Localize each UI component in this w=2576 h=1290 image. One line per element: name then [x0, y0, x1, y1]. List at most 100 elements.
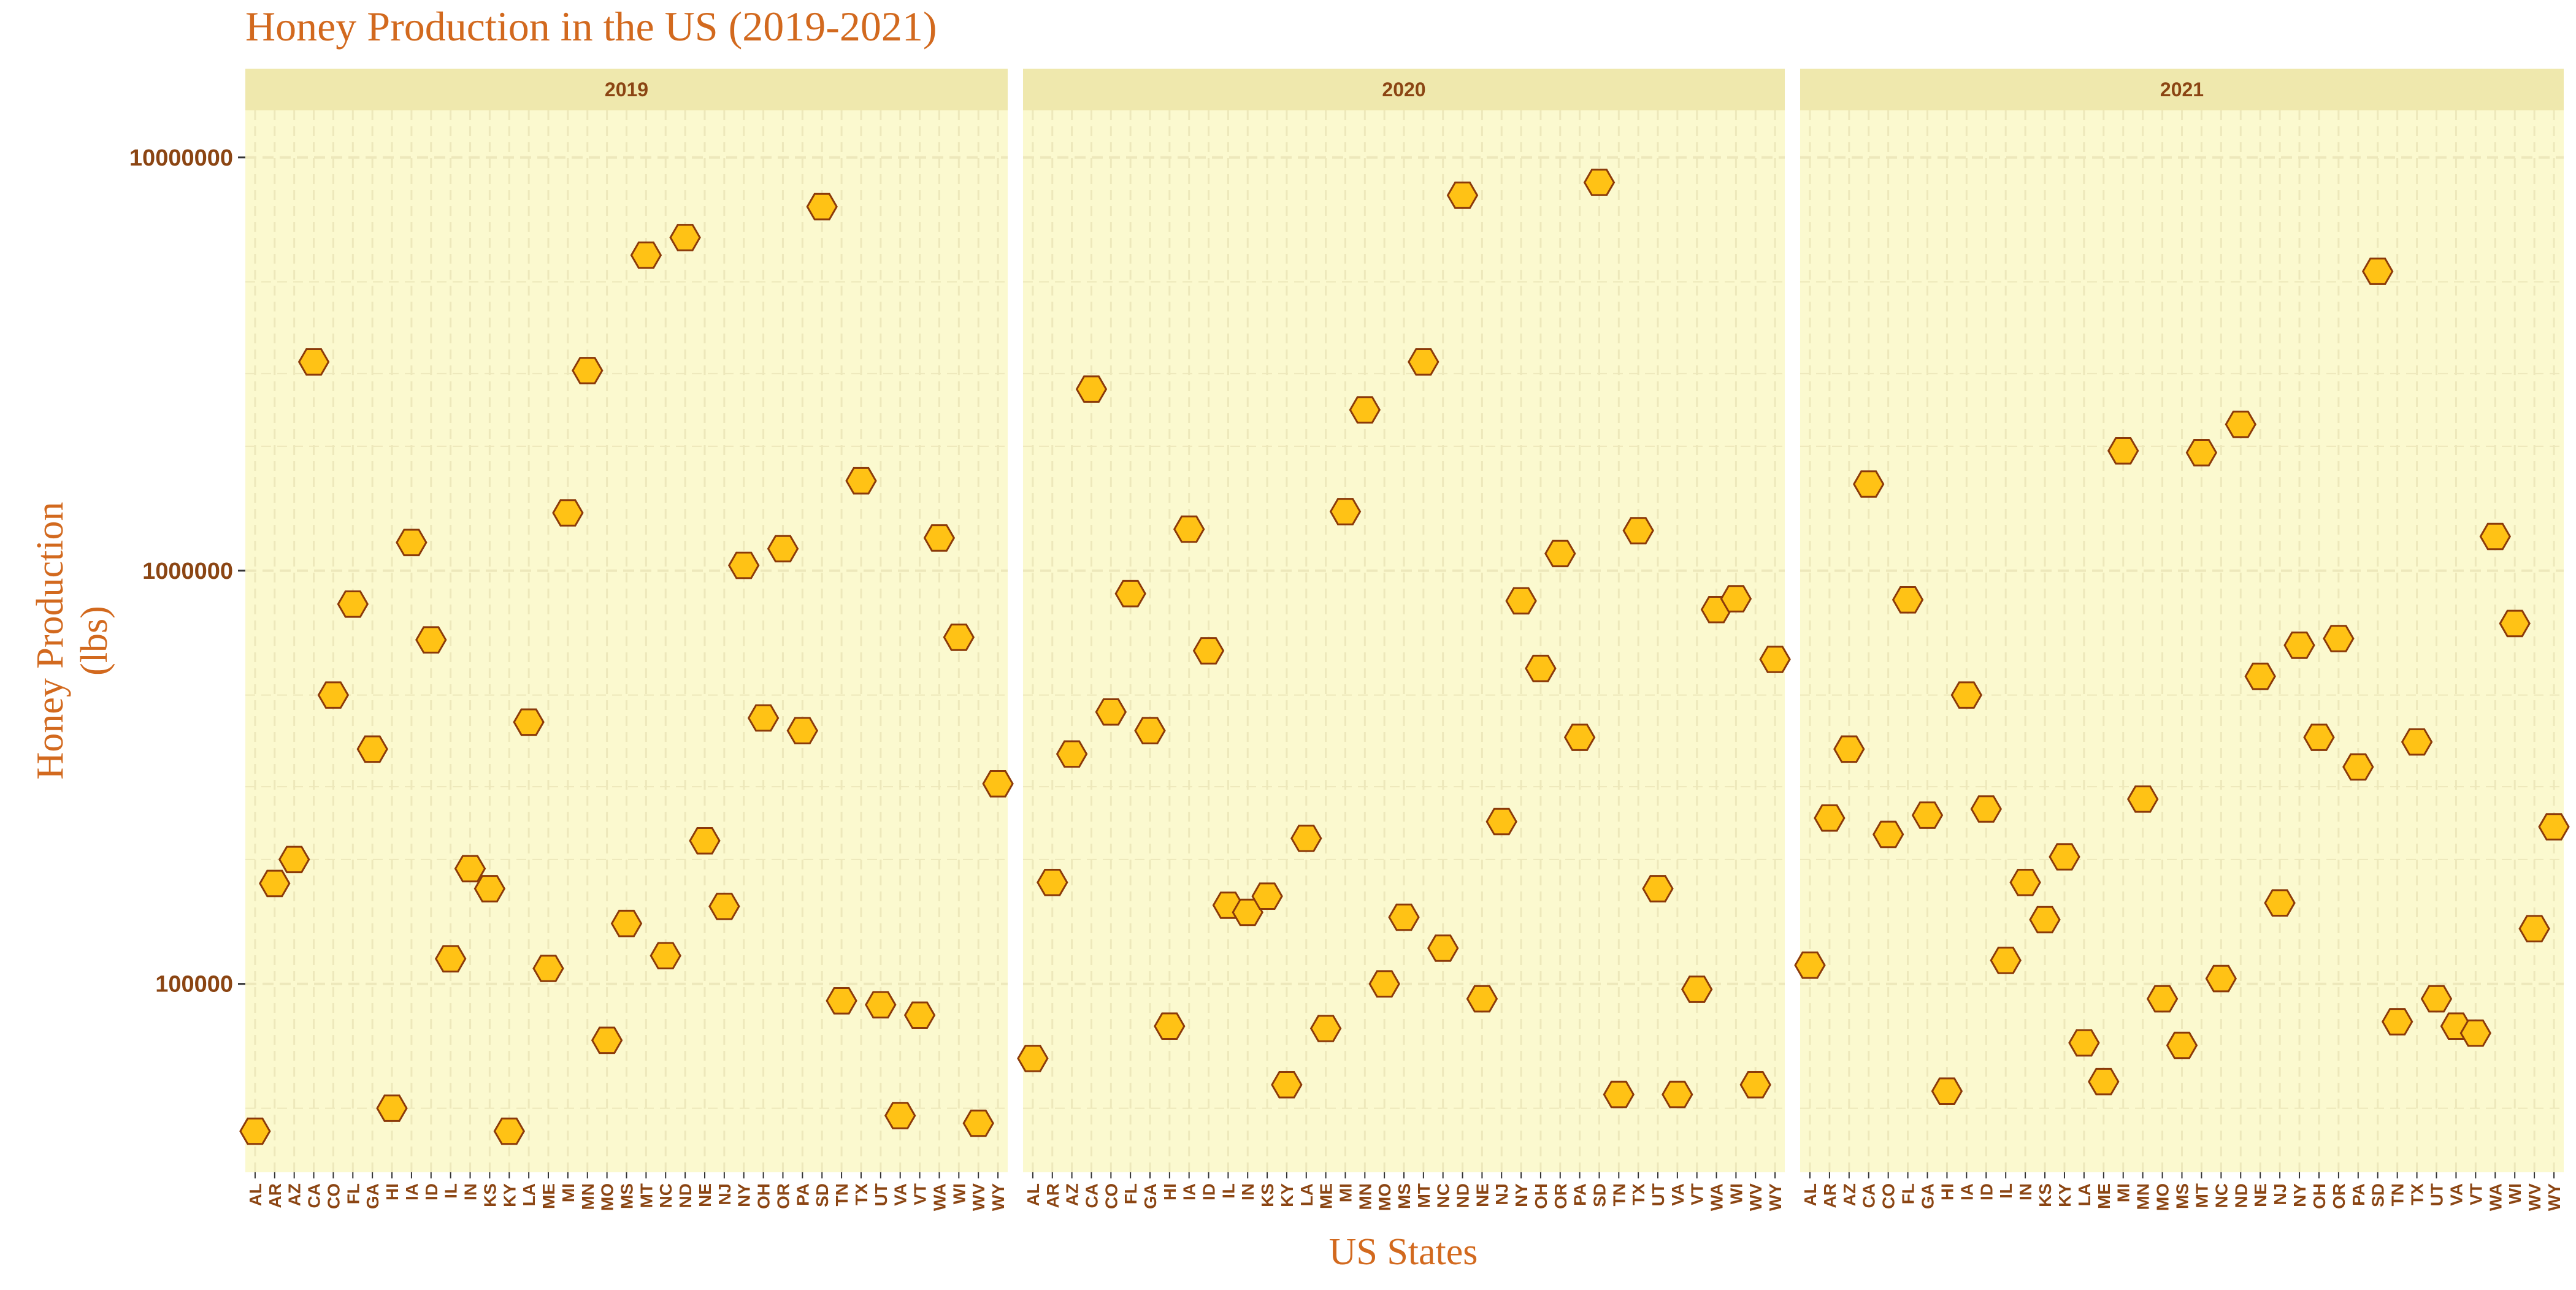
data-point-2019-IN — [454, 855, 486, 883]
x-tick-label: IN — [461, 1183, 480, 1200]
data-point-2020-NY — [1505, 587, 1537, 615]
data-point-2021-WY — [2538, 813, 2570, 841]
data-point-2019-MN — [572, 357, 604, 384]
x-tick-label: IL — [442, 1183, 461, 1199]
data-point-2020-AR — [1037, 869, 1068, 896]
data-point-2021-ND — [2225, 410, 2257, 438]
data-point-2021-TN — [2381, 1008, 2413, 1036]
data-point-2021-NE — [2244, 662, 2276, 690]
x-tick-label: IA — [1957, 1183, 1976, 1200]
data-point-2020-ID — [1192, 637, 1225, 665]
x-tick-label: ME — [1317, 1183, 1336, 1209]
data-point-2021-ME — [2088, 1067, 2120, 1096]
data-point-2019-AZ — [278, 845, 310, 874]
x-tick-label: SD — [1590, 1183, 1609, 1207]
data-point-2020-WV — [1739, 1071, 1771, 1099]
x-tick-label: SD — [2369, 1183, 2388, 1207]
data-point-2021-VT — [2459, 1019, 2492, 1047]
facet-panel-2019: 2019 AL AR AZ CA CO FL GA HI IA ID IL IN KS KY LA ME MI MN… — [239, 69, 1014, 1211]
x-tick-label: NJ — [1492, 1183, 1511, 1205]
data-point-2019-VA — [884, 1102, 916, 1129]
data-point-2021-ID — [1970, 795, 2003, 823]
x-tick-label: NC — [2212, 1183, 2231, 1208]
x-tick-label: AR — [1820, 1183, 1839, 1208]
data-point-2020-MI — [1329, 498, 1362, 525]
x-tick-label: VT — [2466, 1183, 2485, 1205]
data-point-2019-WY — [982, 770, 1014, 798]
x-tick-label: PA — [1571, 1183, 1590, 1206]
x-tick-label: UT — [1649, 1183, 1668, 1206]
x-tick-label: KY — [1278, 1183, 1297, 1207]
facet-strip — [1800, 69, 2564, 110]
data-point-2020-VA — [1662, 1080, 1693, 1109]
data-point-2019-AL — [239, 1117, 271, 1145]
x-tick-label: ID — [1200, 1183, 1219, 1200]
x-tick-label: MO — [1375, 1183, 1394, 1211]
data-point-2021-AR — [1814, 804, 1846, 832]
x-tick-label: IA — [402, 1183, 421, 1200]
data-point-2021-UT — [2420, 985, 2453, 1013]
x-tick-label: FL — [343, 1183, 362, 1204]
data-point-2020-GA — [1134, 717, 1166, 744]
x-tick-label: GA — [1919, 1183, 1938, 1209]
data-point-2019-FL — [337, 590, 369, 618]
x-tick-label: HI — [383, 1183, 402, 1200]
data-point-2019-OR — [767, 535, 799, 563]
x-tick-label: MN — [578, 1183, 597, 1210]
x-tick-label: KS — [480, 1183, 499, 1207]
data-point-2020-NJ — [1485, 807, 1517, 836]
data-point-2019-IA — [396, 529, 427, 557]
data-point-2020-MO — [1368, 970, 1400, 998]
x-tick-label: TN — [1609, 1183, 1628, 1206]
x-tick-label: CA — [305, 1183, 324, 1208]
x-tick-label: MN — [2134, 1183, 2153, 1210]
x-tick-label: ID — [422, 1183, 441, 1200]
x-tick-label: KS — [1258, 1183, 1277, 1207]
data-point-2019-TN — [826, 987, 857, 1015]
data-point-2020-WY — [1759, 646, 1791, 673]
data-point-2019-OH — [747, 704, 780, 732]
data-point-2019-ME — [532, 955, 564, 982]
x-tick-label: NY — [1512, 1183, 1531, 1207]
data-point-2020-ND — [1446, 181, 1479, 209]
data-point-2019-MI — [552, 499, 584, 527]
data-point-2021-IN — [2009, 869, 2041, 896]
x-tick-label: AL — [1024, 1183, 1043, 1206]
x-tick-label: TN — [832, 1183, 851, 1206]
data-point-2021-CO — [1872, 820, 1904, 849]
data-point-2020-CO — [1095, 698, 1127, 726]
x-tick-label: KY — [500, 1183, 519, 1207]
x-tick-label: FL — [1899, 1183, 1918, 1204]
data-point-2020-MN — [1349, 396, 1381, 424]
data-point-2020-AZ — [1056, 740, 1088, 768]
x-tick-label: MI — [559, 1183, 578, 1202]
y-axis-title-line: Honey Production — [29, 502, 71, 780]
x-tick-label: MT — [1414, 1183, 1433, 1208]
data-point-2021-IA — [1950, 681, 1983, 709]
data-point-2021-FL — [1892, 586, 1924, 614]
data-point-2020-TN — [1603, 1080, 1635, 1109]
facet-strip-label: 2020 — [1382, 78, 1425, 101]
x-tick-label: VT — [911, 1183, 930, 1205]
data-point-2019-CA — [297, 348, 330, 376]
x-tick-label: AL — [246, 1183, 265, 1206]
data-point-2021-WI — [2499, 609, 2531, 638]
data-point-2020-UT — [1642, 875, 1674, 903]
x-tick-label: KY — [2055, 1183, 2074, 1207]
data-point-2020-WI — [1720, 585, 1752, 613]
data-point-2020-MT — [1408, 348, 1439, 376]
data-point-2019-UT — [865, 991, 897, 1019]
data-point-2020-PA — [1563, 723, 1596, 751]
data-point-2019-KY — [493, 1117, 526, 1145]
x-tick-label: NJ — [2271, 1183, 2290, 1205]
data-point-2020-HI — [1154, 1012, 1186, 1040]
data-point-2021-KS — [2029, 906, 2061, 934]
facet-panel-2021: 2021 AL AR AZ CA CO FL GA HI IA ID IL IN KS KY LA ME MI MN… — [1794, 69, 2570, 1211]
data-point-2019-PA — [786, 717, 819, 744]
data-point-2020-OR — [1544, 540, 1576, 568]
y-axis-title: Honey Production(lbs) — [29, 502, 115, 780]
facet-strip — [245, 69, 1008, 110]
data-point-2021-MS — [2166, 1031, 2198, 1059]
